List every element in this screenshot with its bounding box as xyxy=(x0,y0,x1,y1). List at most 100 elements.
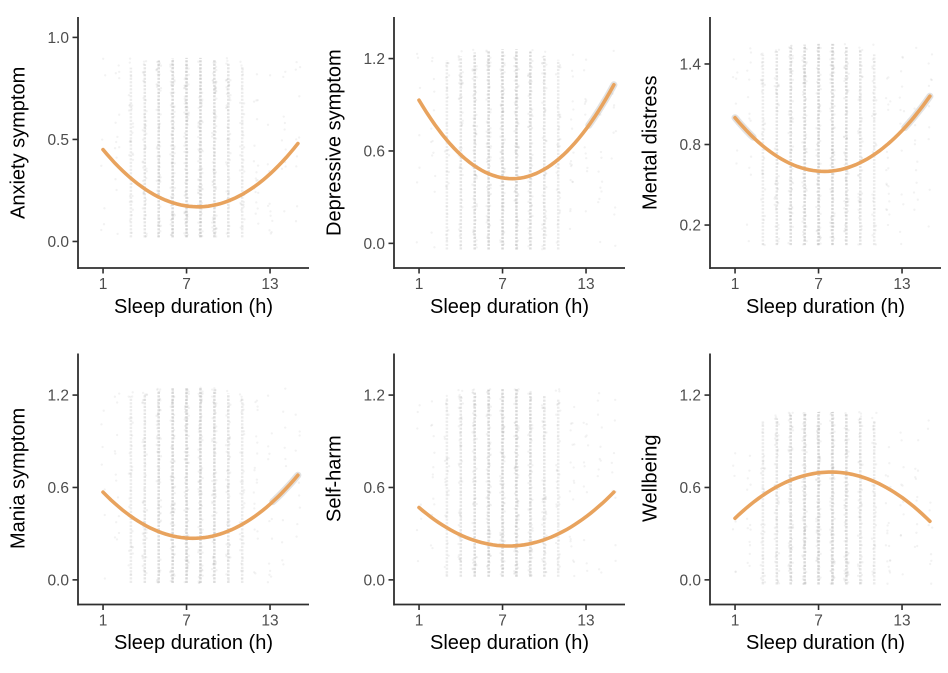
scatter-point xyxy=(832,94,836,97)
scatter-point xyxy=(570,545,573,548)
scatter-point xyxy=(543,479,547,482)
scatter-point xyxy=(815,556,819,559)
scatter-point xyxy=(226,59,229,63)
scatter-point xyxy=(829,64,832,67)
scatter-point xyxy=(816,49,819,52)
scatter-point xyxy=(777,237,781,240)
scatter-point xyxy=(804,75,807,78)
scatter-point xyxy=(225,57,229,60)
scatter-point xyxy=(471,183,474,186)
scatter-point xyxy=(212,483,216,486)
scatter-point xyxy=(791,225,795,229)
scatter-point xyxy=(415,181,419,184)
scatter-point xyxy=(253,502,256,505)
scatter-point xyxy=(829,413,832,416)
scatter-point xyxy=(871,441,874,445)
scatter-point xyxy=(445,238,449,241)
scatter-point xyxy=(145,109,148,113)
scatter-point xyxy=(472,424,475,428)
scatter-point xyxy=(790,460,793,464)
scatter-point xyxy=(143,450,146,453)
scatter-point xyxy=(790,60,794,63)
scatter-point xyxy=(788,414,791,417)
scatter-point xyxy=(555,464,558,467)
scatter-point xyxy=(899,431,902,434)
scatter-point xyxy=(488,131,491,134)
scatter-point xyxy=(129,573,133,576)
scatter-point xyxy=(556,143,559,146)
scatter-point xyxy=(211,218,215,221)
scatter-point xyxy=(461,173,464,177)
scatter-point xyxy=(267,562,271,565)
scatter-point xyxy=(158,450,161,453)
scatter-point xyxy=(475,246,478,249)
scatter-point xyxy=(211,221,214,224)
scatter-point xyxy=(201,439,204,442)
scatter-point xyxy=(298,430,301,433)
scatter-point xyxy=(515,101,518,104)
scatter-point xyxy=(501,134,504,137)
scatter-point xyxy=(503,502,506,505)
scatter-point xyxy=(873,224,876,227)
scatter-point xyxy=(503,62,506,65)
scatter-point xyxy=(831,235,835,238)
scatter-point xyxy=(558,503,561,506)
scatter-point xyxy=(460,95,463,99)
scatter-point xyxy=(502,110,505,113)
scatter-point xyxy=(447,464,451,468)
scatter-point xyxy=(242,146,246,149)
scatter-point xyxy=(129,473,133,477)
scatter-point xyxy=(929,553,933,556)
scatter-point xyxy=(803,81,806,84)
scatter-point xyxy=(777,582,781,585)
x-tick-label: 1 xyxy=(415,613,424,630)
scatter-point xyxy=(859,131,862,134)
scatter-point xyxy=(475,133,478,136)
scatter-point xyxy=(804,123,808,126)
scatter-point xyxy=(857,192,860,196)
scatter-point xyxy=(471,424,475,427)
scatter-point xyxy=(239,569,243,572)
scatter-point xyxy=(819,242,822,245)
scatter-point xyxy=(527,125,530,128)
scatter-point xyxy=(858,199,861,202)
scatter-point xyxy=(887,185,890,188)
scatter-point xyxy=(572,560,576,564)
scatter-point xyxy=(543,546,547,550)
scatter-point xyxy=(829,569,832,573)
scatter-point xyxy=(212,146,215,150)
scatter-point xyxy=(473,483,476,487)
scatter-point xyxy=(833,562,836,565)
scatter-point xyxy=(830,422,834,425)
scatter-point xyxy=(501,419,504,422)
scatter-point xyxy=(846,495,850,498)
scatter-point xyxy=(787,411,791,414)
scatter-point xyxy=(473,116,477,119)
scatter-point xyxy=(790,188,793,191)
scatter-point xyxy=(514,151,518,154)
scatter-point xyxy=(447,182,450,185)
scatter-point xyxy=(200,208,203,211)
scatter-point xyxy=(227,552,230,555)
scatter-point xyxy=(817,132,820,136)
scatter-point xyxy=(762,454,766,458)
scatter-point xyxy=(790,47,794,51)
scatter-point xyxy=(198,166,201,170)
scatter-point xyxy=(430,424,433,427)
scatter-point xyxy=(801,464,804,467)
scatter-point xyxy=(871,234,874,237)
scatter-point xyxy=(156,414,160,417)
scatter-point xyxy=(818,105,821,108)
scatter-point xyxy=(418,86,422,90)
scatter-point xyxy=(515,75,519,78)
scatter-point xyxy=(183,418,186,421)
scatter-point xyxy=(129,395,132,399)
scatter-point xyxy=(170,508,174,511)
scatter-point xyxy=(131,395,134,398)
scatter-point xyxy=(185,65,189,68)
scatter-point xyxy=(225,92,229,96)
scatter-point xyxy=(843,555,846,558)
scatter-point xyxy=(197,148,200,151)
scatter-point xyxy=(515,519,518,522)
scatter-point xyxy=(200,148,203,151)
